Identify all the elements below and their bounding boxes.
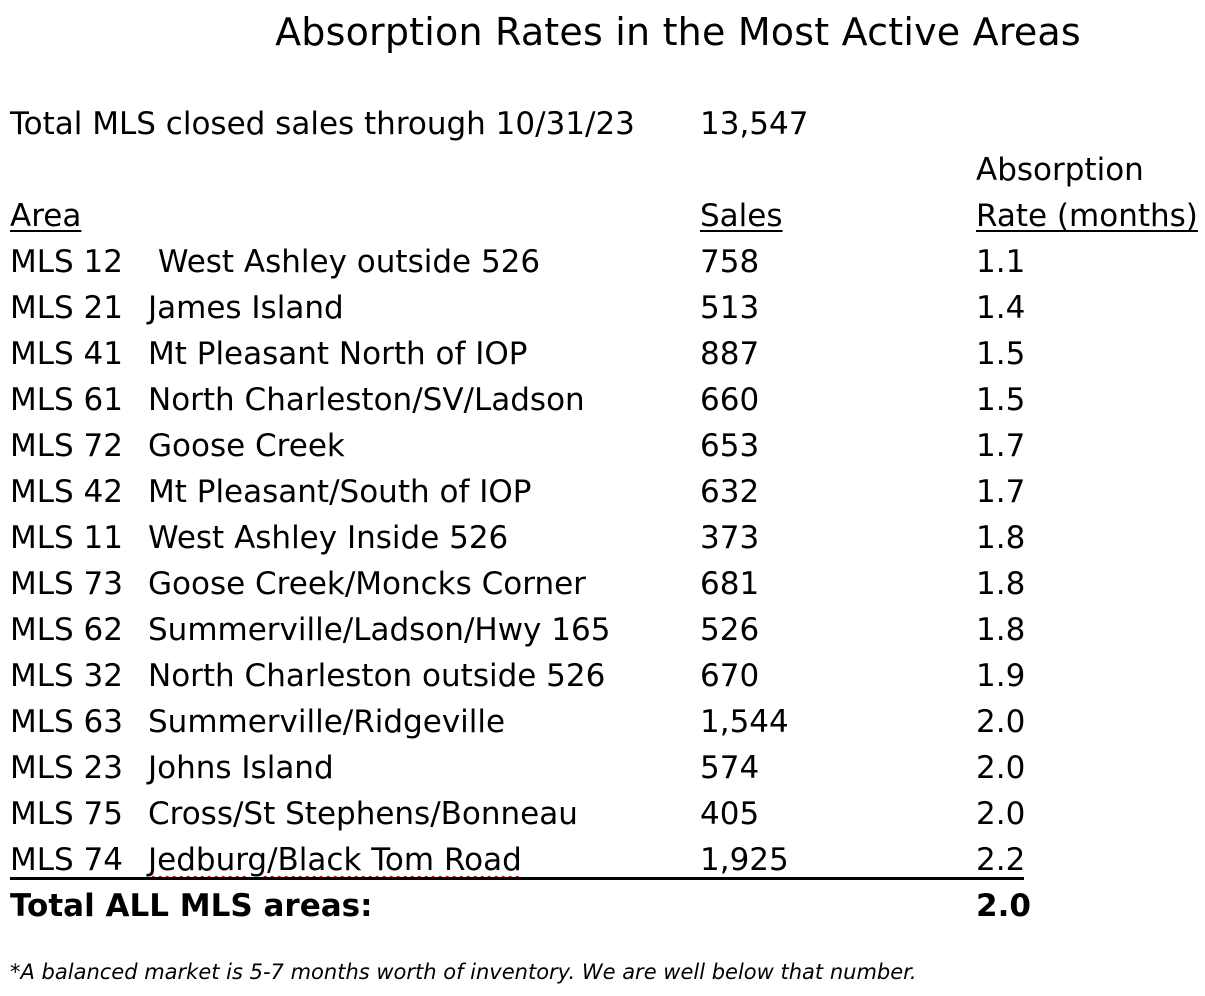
row-sales: 526 [700, 612, 760, 648]
footnote: *A balanced market is 5-7 months worth o… [10, 960, 917, 984]
row-rate: 1.1 [976, 244, 1026, 280]
total-closed-sales-value: 13,547 [700, 106, 809, 142]
sales-header: Sales [700, 198, 783, 234]
table-row: MLS 63 Summerville/Ridgeville 1,544 2.0 [0, 704, 1205, 750]
table-row: MLS 42 Mt Pleasant/South of IOP 632 1.7 [0, 474, 1205, 520]
row-rate: 2.0 [976, 750, 1026, 786]
row-sales: 513 [700, 290, 760, 326]
row-sales: 1,925 [700, 842, 789, 878]
row-code: MLS 21 [10, 290, 123, 326]
row-code: MLS 41 [10, 336, 123, 372]
row-rate: 1.9 [976, 658, 1026, 694]
row-sales: 653 [700, 428, 760, 464]
row-rate: 2.0 [976, 704, 1026, 740]
row-rate: 2.2 [976, 842, 1026, 878]
row-area-name: Goose Creek/Moncks Corner [148, 566, 586, 602]
row-rate: 1.8 [976, 566, 1026, 602]
area-header: Area [10, 198, 82, 234]
row-sales: 373 [700, 520, 760, 556]
table-row: MLS 74 Jedburg/Black Tom Road 1,925 2.2 [0, 842, 1205, 888]
row-code: MLS 73 [10, 566, 123, 602]
table-row: MLS 72 Goose Creek 653 1.7 [0, 428, 1205, 474]
row-code: MLS 72 [10, 428, 123, 464]
row-rate: 1.5 [976, 336, 1026, 372]
row-area-name: Cross/St Stephens/Bonneau [148, 796, 578, 832]
table-row: MLS 61 North Charleston/SV/Ladson 660 1.… [0, 382, 1205, 428]
row-code: MLS 74 [10, 842, 123, 878]
row-code: MLS 75 [10, 796, 123, 832]
row-area-name: Summerville/Ridgeville [148, 704, 506, 740]
rate-header-line2: Rate (months) [976, 198, 1198, 234]
row-rate: 2.0 [976, 796, 1026, 832]
total-closed-sales-label: Total MLS closed sales through 10/31/23 [10, 106, 635, 142]
total-all-rate: 2.0 [976, 888, 1031, 924]
table-row: MLS 21 James Island 513 1.4 [0, 290, 1205, 336]
row-area-name: Goose Creek [148, 428, 345, 464]
total-all-label: Total ALL MLS areas: [10, 888, 373, 924]
row-code: MLS 63 [10, 704, 123, 740]
row-sales: 660 [700, 382, 760, 418]
table-row: MLS 62 Summerville/Ladson/Hwy 165 526 1.… [0, 612, 1205, 658]
total-divider [10, 877, 1024, 880]
row-sales: 681 [700, 566, 760, 602]
row-code: MLS 23 [10, 750, 123, 786]
row-area-name: Mt Pleasant North of IOP [148, 336, 528, 372]
table-row: MLS 75 Cross/St Stephens/Bonneau 405 2.0 [0, 796, 1205, 842]
table-row: MLS 32 North Charleston outside 526 670 … [0, 658, 1205, 704]
table-row: MLS 41 Mt Pleasant North of IOP 887 1.5 [0, 336, 1205, 382]
row-code: MLS 62 [10, 612, 123, 648]
table-row: MLS 12 West Ashley outside 526 758 1.1 [0, 244, 1205, 290]
row-sales: 632 [700, 474, 760, 510]
table-row: MLS 73 Goose Creek/Moncks Corner 681 1.8 [0, 566, 1205, 612]
table-row: MLS 23 Johns Island 574 2.0 [0, 750, 1205, 796]
row-area-name: North Charleston outside 526 [148, 658, 606, 694]
row-rate: 1.8 [976, 612, 1026, 648]
row-rate: 1.7 [976, 474, 1026, 510]
row-rate: 1.4 [976, 290, 1026, 326]
row-area-name: West Ashley outside 526 [148, 244, 541, 280]
row-code: MLS 12 [10, 244, 123, 280]
row-sales: 1,544 [700, 704, 789, 740]
row-code: MLS 32 [10, 658, 123, 694]
row-area-name: North Charleston/SV/Ladson [148, 382, 585, 418]
row-area-name: Jedburg/Black Tom Road [148, 842, 522, 878]
row-sales: 758 [700, 244, 760, 280]
table-row: MLS 11 West Ashley Inside 526 373 1.8 [0, 520, 1205, 566]
row-sales: 670 [700, 658, 760, 694]
row-sales: 887 [700, 336, 760, 372]
row-area-name: Summerville/Ladson/Hwy 165 [148, 612, 611, 648]
row-sales: 574 [700, 750, 760, 786]
row-area-name: James Island [148, 290, 344, 326]
row-area-name: Mt Pleasant/South of IOP [148, 474, 532, 510]
row-sales: 405 [700, 796, 760, 832]
page-title: Absorption Rates in the Most Active Area… [275, 10, 1081, 54]
row-code: MLS 61 [10, 382, 123, 418]
row-area-name: Johns Island [148, 750, 334, 786]
row-rate: 1.7 [976, 428, 1026, 464]
row-rate: 1.5 [976, 382, 1026, 418]
row-code: MLS 11 [10, 520, 123, 556]
rate-header-line1: Absorption [976, 152, 1144, 188]
row-area-name: West Ashley Inside 526 [148, 520, 509, 556]
row-code: MLS 42 [10, 474, 123, 510]
row-rate: 1.8 [976, 520, 1026, 556]
